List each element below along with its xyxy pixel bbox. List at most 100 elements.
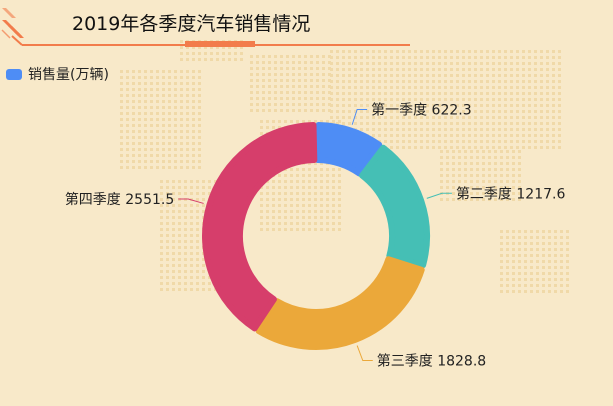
map-dot	[208, 276, 211, 279]
map-dot	[336, 98, 339, 101]
map-dot	[150, 154, 153, 157]
map-dot	[126, 160, 129, 163]
map-dot	[326, 204, 329, 207]
map-dot	[384, 56, 387, 59]
map-dot	[378, 104, 381, 107]
map-dot	[126, 70, 129, 73]
map-dot	[534, 110, 537, 113]
map-dot	[492, 56, 495, 59]
map-dot	[516, 62, 519, 65]
map-dot	[440, 162, 443, 165]
map-dot	[192, 58, 195, 61]
map-dot	[132, 124, 135, 127]
slice-3[interactable]	[255, 256, 425, 350]
map-dot	[552, 146, 555, 149]
map-dot	[548, 272, 551, 275]
map-dot	[178, 252, 181, 255]
map-dot	[162, 130, 165, 133]
map-dot	[446, 162, 449, 165]
map-dot	[274, 61, 277, 64]
map-dot	[500, 174, 503, 177]
map-dot	[402, 140, 405, 143]
map-dot	[162, 106, 165, 109]
map-dot	[528, 74, 531, 77]
map-dot	[198, 52, 201, 55]
map-dot	[486, 74, 489, 77]
map-dot	[186, 112, 189, 115]
map-dot	[486, 140, 489, 143]
map-dot	[336, 56, 339, 59]
map-dot	[486, 68, 489, 71]
map-dot	[262, 55, 265, 58]
map-dot	[546, 74, 549, 77]
slice-1[interactable]	[314, 122, 383, 177]
map-dot	[178, 210, 181, 213]
slice-2[interactable]	[359, 144, 430, 269]
map-dot	[168, 112, 171, 115]
map-dot	[162, 136, 165, 139]
map-dot	[558, 98, 561, 101]
map-dot	[138, 106, 141, 109]
data-label-1: 第一季度 622.3	[371, 102, 472, 119]
map-dot	[372, 134, 375, 137]
map-dot	[512, 248, 515, 251]
map-dot	[132, 160, 135, 163]
map-dot	[542, 260, 545, 263]
map-dot	[426, 62, 429, 65]
map-dot	[184, 210, 187, 213]
map-dot	[202, 192, 205, 195]
slice-4[interactable]	[202, 122, 318, 332]
map-dot	[160, 264, 163, 267]
map-dot	[266, 192, 269, 195]
map-dot	[456, 116, 459, 119]
map-dot	[260, 186, 263, 189]
map-dot	[156, 118, 159, 121]
map-dot	[320, 180, 323, 183]
map-dot	[366, 122, 369, 125]
map-dot	[186, 130, 189, 133]
map-dot	[552, 56, 555, 59]
map-dot	[504, 74, 507, 77]
map-dot	[308, 204, 311, 207]
map-dot	[162, 154, 165, 157]
map-dot	[330, 62, 333, 65]
map-dot	[336, 104, 339, 107]
map-dot	[444, 140, 447, 143]
legend[interactable]: 销售量(万辆)	[6, 64, 109, 84]
map-dot	[426, 146, 429, 149]
map-dot	[474, 134, 477, 137]
map-dot	[462, 146, 465, 149]
map-dot	[186, 160, 189, 163]
map-dot	[542, 254, 545, 257]
map-dot	[540, 128, 543, 131]
map-dot	[156, 106, 159, 109]
map-dot	[390, 92, 393, 95]
map-dot	[310, 91, 313, 94]
map-dot	[452, 198, 455, 201]
map-dot	[316, 103, 319, 106]
data-label-2: 第二季度 1217.6	[456, 185, 566, 202]
map-dot	[458, 150, 461, 153]
map-dot	[150, 82, 153, 85]
map-dot	[286, 79, 289, 82]
map-dot	[144, 106, 147, 109]
map-dot	[302, 192, 305, 195]
map-dot	[510, 128, 513, 131]
map-dot	[474, 86, 477, 89]
map-dot	[126, 100, 129, 103]
map-dot	[354, 98, 357, 101]
map-dot	[510, 56, 513, 59]
map-dot	[162, 70, 165, 73]
map-dot	[138, 94, 141, 97]
map-dot	[272, 210, 275, 213]
map-dot	[216, 58, 219, 61]
map-dot	[558, 62, 561, 65]
map-dot	[166, 210, 169, 213]
map-dot	[524, 248, 527, 251]
map-dot	[540, 98, 543, 101]
map-dot	[440, 180, 443, 183]
map-dot	[348, 74, 351, 77]
map-dot	[144, 100, 147, 103]
map-dot	[198, 46, 201, 49]
map-dot	[510, 122, 513, 125]
